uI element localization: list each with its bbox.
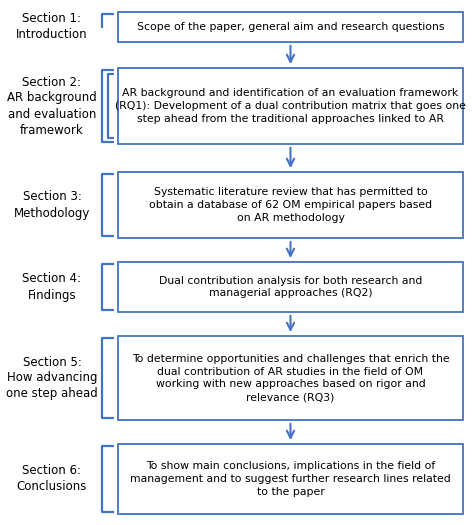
Text: Section 1:
Introduction: Section 1: Introduction <box>16 13 88 41</box>
FancyBboxPatch shape <box>118 68 463 144</box>
Text: Section 2:
AR background
and evaluation
framework: Section 2: AR background and evaluation … <box>7 76 97 136</box>
Text: Dual contribution analysis for both research and
managerial approaches (RQ2): Dual contribution analysis for both rese… <box>159 276 422 298</box>
Text: Section 4:
Findings: Section 4: Findings <box>22 272 82 301</box>
Text: Section 5:
How advancing
one step ahead: Section 5: How advancing one step ahead <box>6 355 98 401</box>
FancyBboxPatch shape <box>118 12 463 42</box>
FancyBboxPatch shape <box>118 262 463 312</box>
Text: Section 3:
Methodology: Section 3: Methodology <box>14 191 90 219</box>
FancyBboxPatch shape <box>118 336 463 420</box>
Text: To determine opportunities and challenges that enrich the
dual contribution of A: To determine opportunities and challenge… <box>132 354 449 402</box>
Text: Scope of the paper, general aim and research questions: Scope of the paper, general aim and rese… <box>137 22 444 32</box>
FancyBboxPatch shape <box>118 444 463 514</box>
Text: Systematic literature review that has permitted to
obtain a database of 62 OM em: Systematic literature review that has pe… <box>149 187 432 223</box>
FancyBboxPatch shape <box>118 172 463 238</box>
Text: To show main conclusions, implications in the field of
management and to suggest: To show main conclusions, implications i… <box>130 461 451 497</box>
Text: AR background and identification of an evaluation framework
(RQ1): Development o: AR background and identification of an e… <box>115 88 466 124</box>
Text: Section 6:
Conclusions: Section 6: Conclusions <box>17 465 87 493</box>
